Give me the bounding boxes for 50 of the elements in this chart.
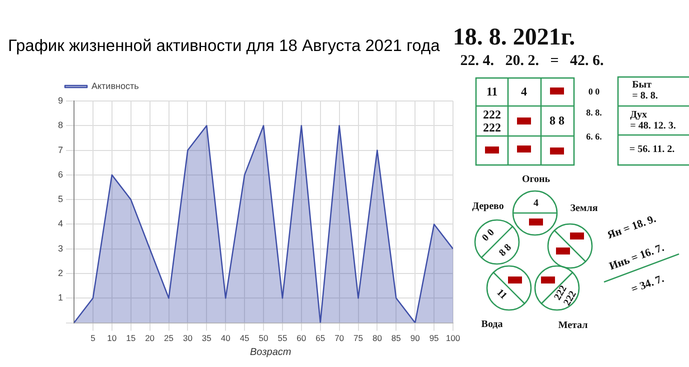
text: = 56. 11. 2.: [629, 144, 675, 156]
y-tick-label: 7: [58, 144, 64, 155]
text: 18. 8. 2021г.: [452, 24, 576, 51]
y-tick-label: 9: [58, 95, 64, 106]
text: 0 0: [588, 86, 600, 97]
x-tick-label: 70: [334, 333, 344, 344]
x-tick-label: 50: [258, 333, 268, 344]
x-tick-label: 35: [202, 333, 212, 344]
x-tick-label: 85: [391, 333, 402, 344]
text: Вода: [481, 318, 503, 330]
text: Огонь: [522, 174, 550, 186]
x-tick-label: 90: [410, 333, 420, 344]
x-tick-label: 55: [278, 333, 288, 344]
y-tick-label: 3: [58, 243, 64, 254]
x-tick-label: 45: [240, 333, 250, 344]
x-tick-label: 5: [90, 333, 96, 344]
text: 8 8: [550, 114, 564, 128]
text: 11: [486, 84, 498, 99]
text: Ян = 18. 9.: [606, 212, 658, 242]
x-tick-label: 20: [145, 333, 155, 344]
x-tick-label: 75: [354, 333, 364, 344]
text: 4: [521, 84, 527, 99]
text: Дух = 48. 12. 3.: [630, 110, 676, 132]
x-tick-label: 100: [446, 333, 460, 344]
x-tick-label: 10: [107, 333, 117, 344]
y-tick-label: 4: [58, 218, 64, 229]
x-tick-label: 80: [372, 333, 382, 344]
text: Быт = 8. 8.: [632, 80, 658, 102]
y-tick-label: 1: [58, 292, 64, 303]
x-tick-label: 60: [296, 333, 306, 344]
text: Инь = 16. 7.: [608, 242, 666, 274]
y-tick-label: 8: [58, 120, 64, 130]
chart-title: График жизненной активности для 18 Августа 2021 года: [8, 37, 440, 56]
x-tick-label: 30: [182, 333, 193, 344]
text: 8. 8.: [586, 107, 602, 118]
text: Метал: [558, 320, 588, 332]
x-tick-label: 40: [220, 333, 231, 344]
text: = 34. 7.: [630, 272, 666, 296]
x-tick-label: 65: [316, 333, 326, 344]
y-tick-label: 6: [58, 169, 64, 180]
text: 22. 4. 20. 2. = 42. 6.: [460, 53, 604, 70]
x-axis-title: Возраст: [250, 347, 292, 358]
x-tick-label: 15: [126, 333, 136, 344]
text: 6. 6.: [586, 131, 602, 142]
text: 222 222: [483, 107, 501, 134]
legend-label: Активность: [92, 80, 140, 91]
y-tick-label: 5: [58, 194, 64, 204]
x-tick-label: 25: [164, 333, 174, 344]
y-tick-label: 2: [58, 268, 64, 278]
x-tick-label: 95: [429, 333, 440, 344]
